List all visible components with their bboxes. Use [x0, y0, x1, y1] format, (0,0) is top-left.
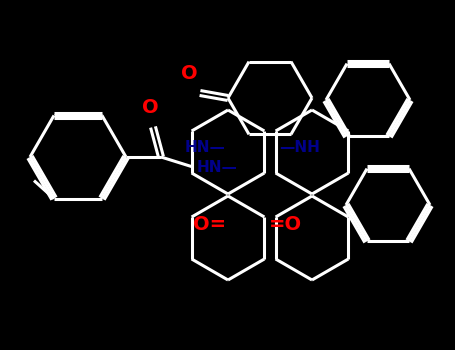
Text: HN—: HN—	[197, 160, 238, 175]
Text: O: O	[142, 98, 158, 117]
Text: —NH: —NH	[279, 140, 320, 155]
Text: O=: O=	[193, 216, 227, 234]
Text: =O: =O	[268, 216, 302, 234]
Text: HN—: HN—	[185, 140, 225, 155]
Text: O: O	[182, 64, 198, 83]
